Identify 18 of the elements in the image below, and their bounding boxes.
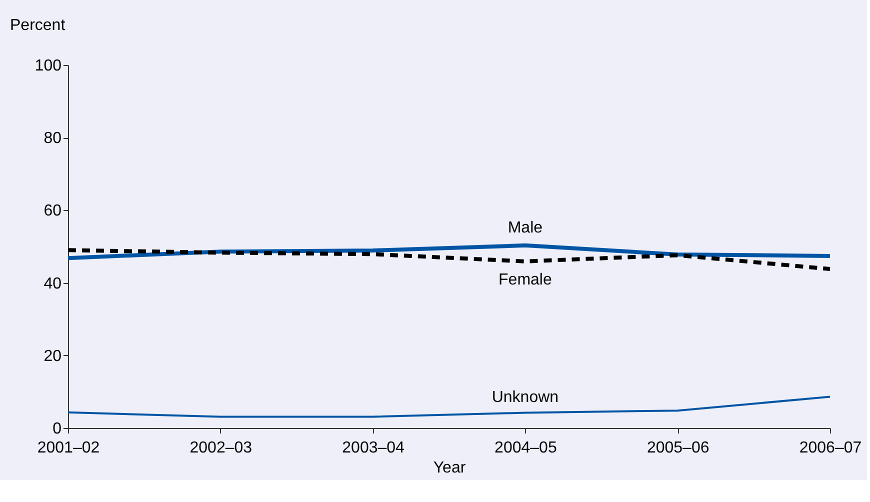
x-tick-label: 2003–04 (342, 440, 405, 456)
y-tick-label: 0 (52, 420, 62, 438)
x-tick-label: 2002–03 (190, 440, 252, 456)
series-label: Female (498, 271, 552, 288)
series-label: Male (508, 219, 543, 236)
y-tick-label: 40 (44, 275, 62, 292)
y-axis-title: Percent (10, 17, 66, 34)
line-series (66, 248, 832, 272)
x-axis-title: Year (433, 460, 466, 476)
y-tick-label: 20 (44, 348, 62, 365)
x-tick-label: 2004–05 (494, 440, 557, 456)
x-tick-label: 2006–07 (799, 440, 862, 456)
x-tick-label: 2005–06 (646, 440, 710, 456)
x-tick-label: 2001–02 (37, 440, 100, 456)
y-tick-label: 80 (44, 130, 62, 148)
y-tick-label: 60 (44, 202, 62, 220)
y-tick-label: 100 (34, 58, 62, 74)
series-label: Unknown (492, 388, 559, 406)
